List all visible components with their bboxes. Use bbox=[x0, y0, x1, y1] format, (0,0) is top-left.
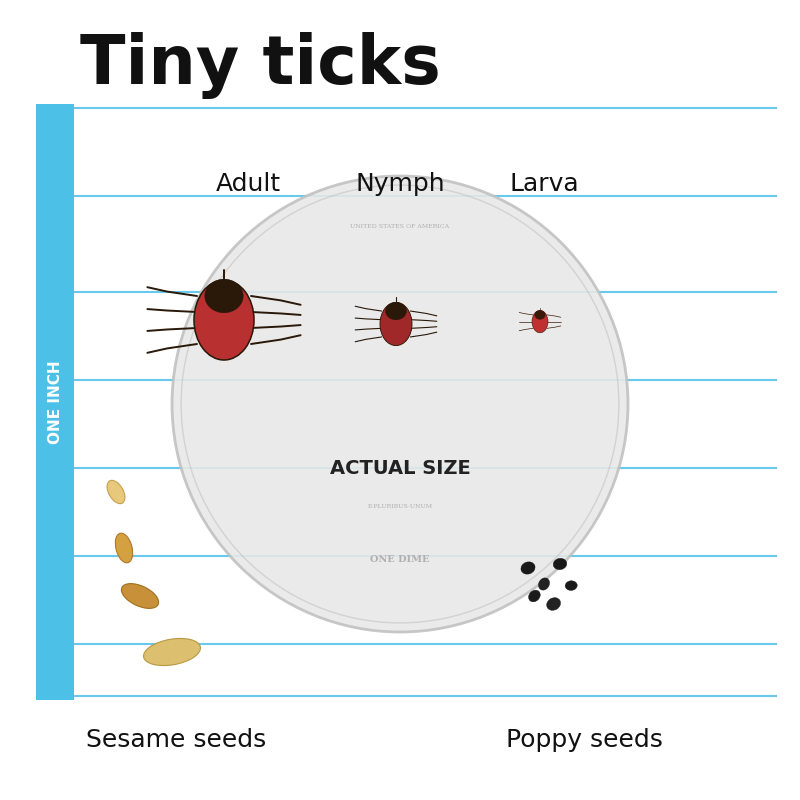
Ellipse shape bbox=[380, 302, 412, 346]
Ellipse shape bbox=[194, 280, 254, 360]
Ellipse shape bbox=[521, 562, 535, 574]
Ellipse shape bbox=[115, 533, 133, 563]
Bar bbox=[36, 104, 74, 700]
Text: UNITED STATES OF AMERICA: UNITED STATES OF AMERICA bbox=[350, 224, 450, 229]
Text: ONE DIME: ONE DIME bbox=[370, 554, 430, 563]
Ellipse shape bbox=[546, 598, 561, 610]
Text: ACTUAL SIZE: ACTUAL SIZE bbox=[330, 458, 470, 478]
Ellipse shape bbox=[122, 584, 158, 608]
Text: Sesame seeds: Sesame seeds bbox=[86, 728, 266, 752]
Ellipse shape bbox=[205, 279, 243, 313]
Text: Larva: Larva bbox=[509, 172, 579, 196]
Text: ONE INCH: ONE INCH bbox=[48, 360, 62, 444]
Text: E·PLURIBUS·UNUM: E·PLURIBUS·UNUM bbox=[367, 504, 433, 509]
Ellipse shape bbox=[554, 558, 566, 570]
Ellipse shape bbox=[529, 590, 540, 602]
Ellipse shape bbox=[532, 310, 548, 333]
Ellipse shape bbox=[386, 302, 406, 320]
Text: Poppy seeds: Poppy seeds bbox=[506, 728, 662, 752]
Text: Tiny ticks: Tiny ticks bbox=[80, 32, 441, 99]
Ellipse shape bbox=[172, 176, 628, 632]
Ellipse shape bbox=[534, 310, 546, 319]
Ellipse shape bbox=[107, 480, 125, 504]
Ellipse shape bbox=[143, 638, 201, 666]
Ellipse shape bbox=[566, 581, 577, 590]
Ellipse shape bbox=[538, 578, 550, 590]
Text: Adult: Adult bbox=[215, 172, 281, 196]
Text: Nymph: Nymph bbox=[355, 172, 445, 196]
